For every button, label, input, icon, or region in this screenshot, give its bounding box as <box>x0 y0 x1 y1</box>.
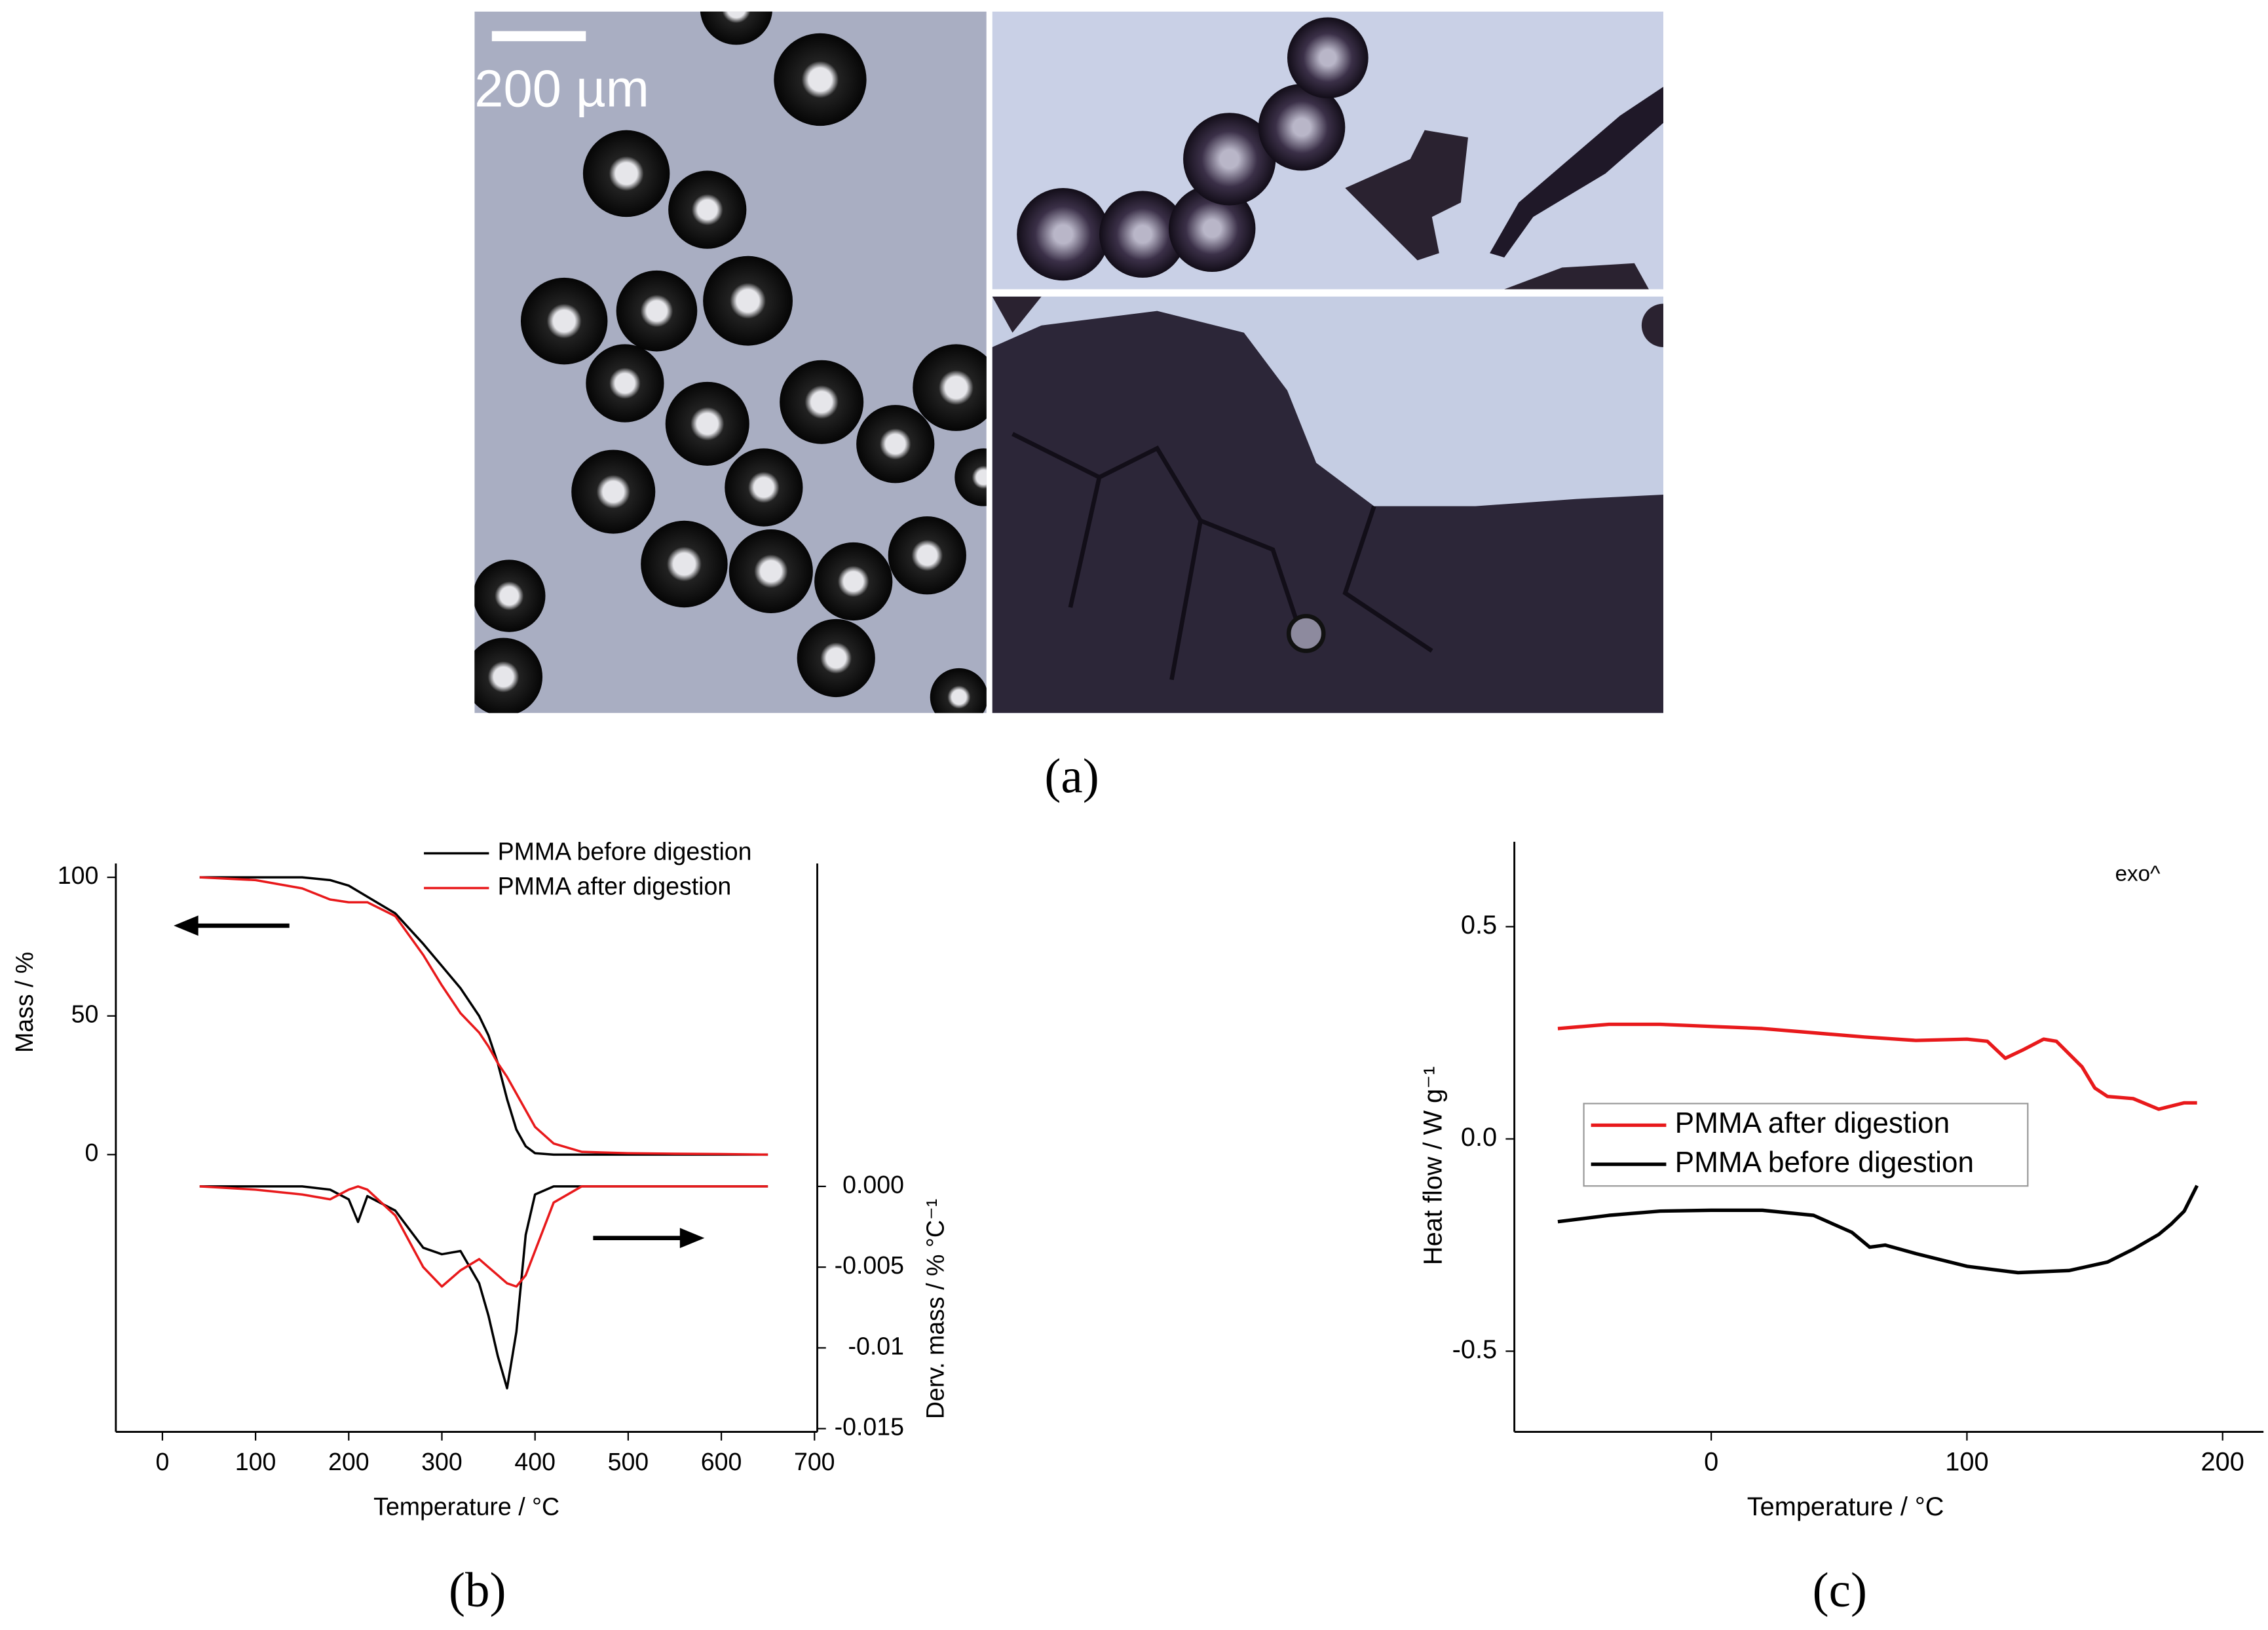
x-axis-label: Temperature / °C <box>1747 1492 1944 1521</box>
legend-label: PMMA after digestion <box>1675 1107 1950 1139</box>
x-tick-label: 200 <box>328 1448 369 1475</box>
y-tick-label: 0 <box>85 1139 98 1166</box>
x-tick-label: 100 <box>1945 1448 1988 1477</box>
legend-label: PMMA after digestion <box>498 872 732 900</box>
y2-tick-label: -0.01 <box>848 1332 904 1359</box>
y2-tick-label: 0.000 <box>842 1171 904 1198</box>
x-tick-label: 0 <box>1704 1448 1718 1477</box>
data-line <box>1557 1022 2197 1111</box>
y2-tick-label: -0.005 <box>835 1251 904 1279</box>
y-tick-label: 0.5 <box>1461 911 1497 939</box>
y2-tick-label: -0.015 <box>835 1413 904 1441</box>
micrograph-beads-digested <box>992 11 1663 290</box>
data-line <box>1557 1185 2199 1275</box>
x-tick-label: 400 <box>514 1448 556 1475</box>
y-tick-label: -0.5 <box>1452 1335 1497 1364</box>
y-tick-label: 0.0 <box>1461 1123 1497 1152</box>
x-tick-label: 300 <box>421 1448 463 1475</box>
y-tick-label: 50 <box>71 1000 99 1028</box>
micrograph-residue <box>992 296 1663 713</box>
x-tick-label: 0 <box>155 1448 169 1475</box>
data-line <box>199 876 768 1156</box>
legend-label: PMMA before digestion <box>498 837 752 865</box>
x-tick-label: 600 <box>701 1448 742 1475</box>
y-tick-label: 100 <box>58 862 99 889</box>
data-line <box>199 1185 768 1390</box>
axis-arrows <box>174 915 705 1249</box>
data-line <box>199 876 768 1156</box>
x-tick-label: 700 <box>794 1448 835 1475</box>
scale-bar-label: 200 µm <box>474 59 649 117</box>
y-axis-label: Heat flow / W g⁻¹ <box>1419 1067 1448 1265</box>
annotation: exo^ <box>2115 862 2161 886</box>
data-line <box>199 1185 768 1288</box>
legend-label: PMMA before digestion <box>1675 1147 1974 1179</box>
panel-label: (a) <box>1044 749 1099 803</box>
panel-label: (c) <box>1813 1563 1867 1618</box>
legend-box <box>1583 1103 2029 1187</box>
micrograph-beads: 200 µm <box>474 11 987 713</box>
x-tick-label: 100 <box>235 1448 276 1475</box>
y-axis-label: Mass / % <box>10 952 38 1053</box>
x-tick-label: 500 <box>608 1448 649 1475</box>
y2-axis-label: Derv. mass / % °C⁻¹ <box>922 1199 949 1419</box>
x-axis-label: Temperature / °C <box>373 1492 559 1520</box>
panel-label: (b) <box>449 1563 506 1618</box>
x-tick-label: 200 <box>2201 1448 2244 1477</box>
